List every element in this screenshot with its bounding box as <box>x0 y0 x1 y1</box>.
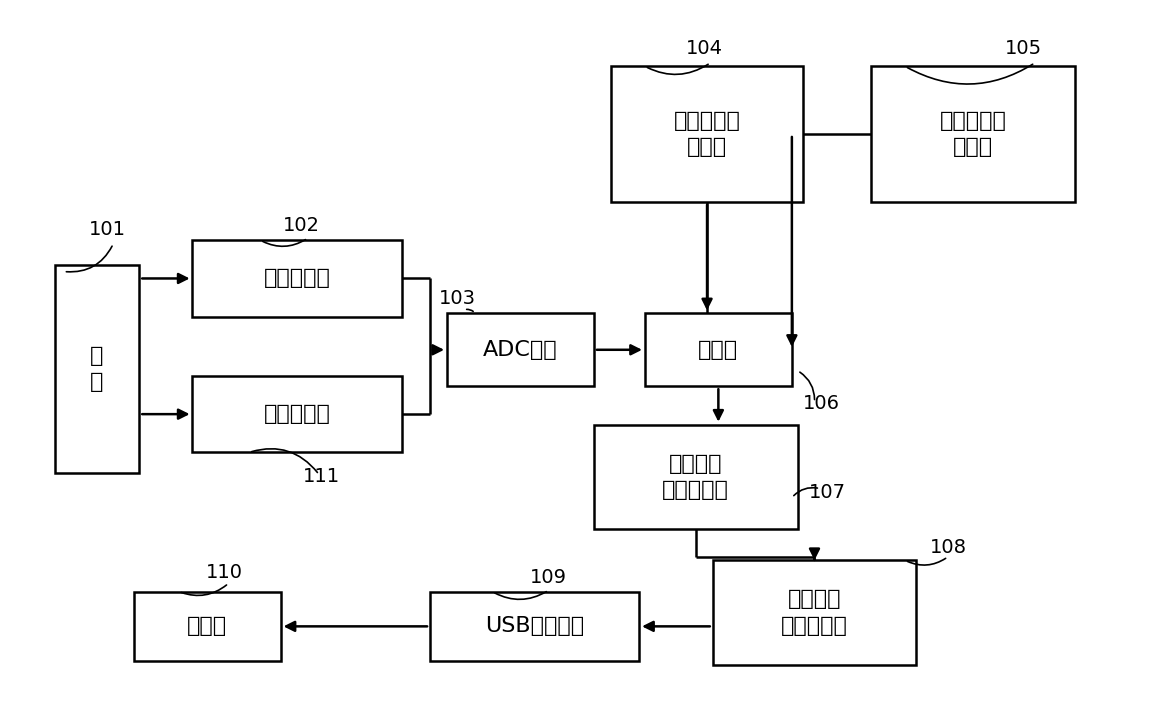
Text: USB转串口线: USB转串口线 <box>485 616 584 636</box>
Text: 102: 102 <box>283 216 320 235</box>
Text: 106: 106 <box>803 394 840 413</box>
Text: 三轴加速度
传感器: 三轴加速度 传感器 <box>674 111 741 158</box>
Text: 104: 104 <box>685 39 722 58</box>
Text: 103: 103 <box>439 288 477 307</box>
Bar <box>430 591 639 661</box>
Bar <box>193 376 402 452</box>
Text: 三轴陀螺仪
传感器: 三轴陀螺仪 传感器 <box>939 111 1006 158</box>
Bar <box>713 560 916 665</box>
Bar <box>594 425 797 529</box>
Bar <box>645 313 792 386</box>
Text: 单片机: 单片机 <box>698 340 739 360</box>
Text: 111: 111 <box>304 466 340 486</box>
Text: 电
池: 电 池 <box>90 346 104 392</box>
Bar <box>447 313 594 386</box>
Text: 110: 110 <box>207 562 243 581</box>
Text: 107: 107 <box>809 483 846 502</box>
Text: 109: 109 <box>530 568 567 587</box>
Bar <box>54 265 140 474</box>
Text: 108: 108 <box>930 538 967 557</box>
Text: 无线模块
（接收端）: 无线模块 （接收端） <box>781 589 848 635</box>
Text: 电流传感器: 电流传感器 <box>263 268 330 288</box>
Text: 101: 101 <box>89 219 126 239</box>
Bar <box>610 66 803 202</box>
Text: 计算机: 计算机 <box>187 616 227 636</box>
Text: 无线模块
（发射端）: 无线模块 （发射端） <box>662 454 729 500</box>
Text: 105: 105 <box>1004 39 1042 58</box>
Text: ADC模块: ADC模块 <box>484 340 557 360</box>
Text: 电压传感器: 电压传感器 <box>263 404 330 424</box>
Bar <box>134 591 280 661</box>
Bar <box>871 66 1074 202</box>
Bar <box>193 240 402 317</box>
